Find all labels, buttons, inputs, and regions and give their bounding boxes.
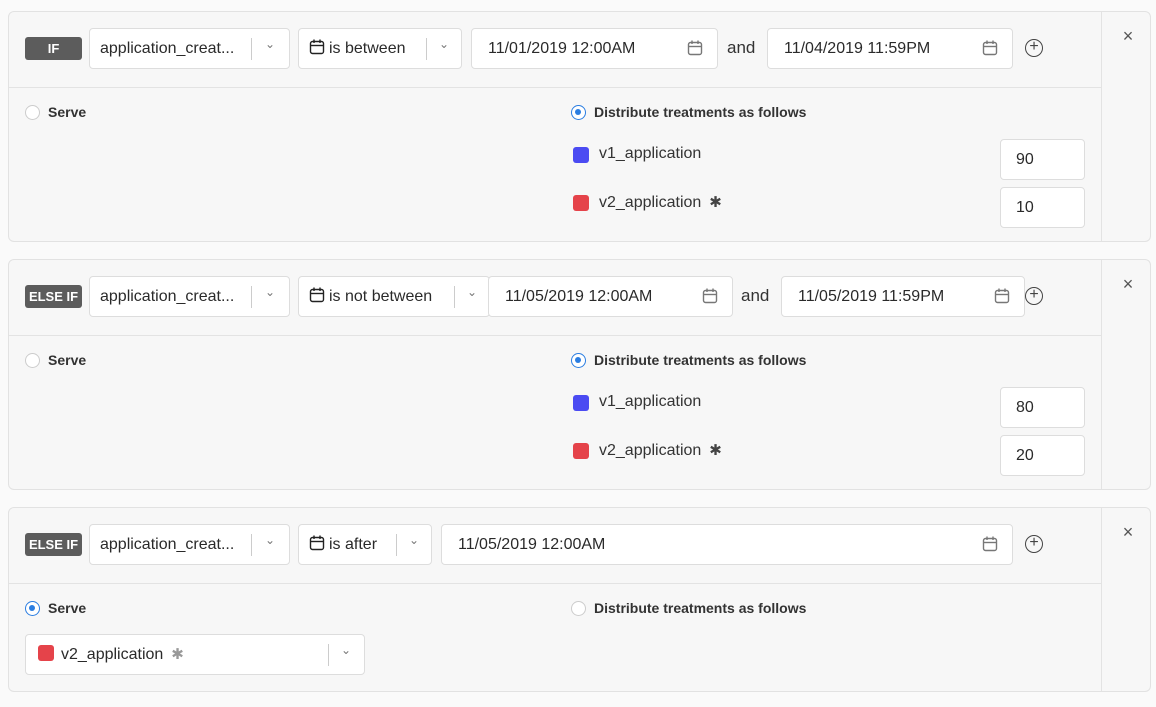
serve-label: Serve xyxy=(48,600,87,616)
serve-radio[interactable] xyxy=(25,601,40,616)
separator xyxy=(454,286,455,308)
distribute-label: Distribute treatments as follows xyxy=(594,600,807,616)
date-input[interactable]: 11/05/2019 12:00AM xyxy=(488,276,733,317)
condition-badge: IF xyxy=(25,37,82,60)
separator xyxy=(251,534,252,556)
treatment-name: v2_application ✱ xyxy=(599,441,722,460)
operator-value: is after xyxy=(329,536,378,553)
operator-value: is not between xyxy=(329,288,433,305)
chevron-down-icon[interactable]: ⌄ xyxy=(408,533,420,547)
separator xyxy=(251,38,252,60)
attribute-value: application_creat... xyxy=(100,536,235,553)
distribute-radio[interactable] xyxy=(571,105,586,120)
operator-select[interactable]: is after ⌄ xyxy=(298,524,432,565)
treatment-color-swatch xyxy=(573,195,589,211)
operator-select[interactable]: is between ⌄ xyxy=(298,28,462,69)
distribute-radio[interactable] xyxy=(571,601,586,616)
percent-input[interactable]: 10 xyxy=(1000,187,1085,228)
calendar-icon xyxy=(309,287,329,305)
separator xyxy=(396,534,397,556)
treatment-name: v1_application xyxy=(599,145,701,163)
operator-select[interactable]: is not between ⌄ xyxy=(298,276,490,317)
rule-header xyxy=(9,260,1102,336)
attribute-value: application_creat... xyxy=(100,40,235,57)
serve-radio[interactable] xyxy=(25,105,40,120)
distribute-radio[interactable] xyxy=(571,353,586,368)
distribute-label: Distribute treatments as follows xyxy=(594,352,807,368)
treatment-name: v2_application ✱ xyxy=(599,193,722,212)
chevron-down-icon[interactable]: ⌄ xyxy=(466,285,478,299)
serve-treatment-select[interactable]: v2_application ✱ ⌄ xyxy=(25,634,365,675)
percent-input[interactable]: 20 xyxy=(1000,435,1085,476)
date-value: 11/01/2019 12:00AM xyxy=(488,40,636,57)
treatment-label: v2_application xyxy=(61,646,164,663)
divider xyxy=(1101,508,1102,691)
plus-circle-icon[interactable]: + xyxy=(1025,39,1043,57)
serve-label: Serve xyxy=(48,104,87,120)
chevron-down-icon[interactable]: ⌄ xyxy=(264,285,276,299)
plus-circle-icon[interactable]: + xyxy=(1025,287,1043,305)
treatment-color-swatch xyxy=(573,147,589,163)
rule-block: × ELSE IF application_creat... ⌄ is not betw… xyxy=(8,259,1151,490)
date-input[interactable]: 11/05/2019 12:00AM xyxy=(441,524,1013,565)
treatment-label: v1_application xyxy=(599,145,702,162)
chevron-down-icon[interactable]: ⌄ xyxy=(438,37,450,51)
date-value: 11/05/2019 12:00AM xyxy=(505,288,653,305)
attribute-select[interactable]: application_creat... ⌄ xyxy=(89,276,290,317)
treatment-label: v1_application xyxy=(599,393,702,410)
serve-label: Serve xyxy=(48,352,87,368)
date-input[interactable]: 11/04/2019 11:59PM xyxy=(767,28,1013,69)
serve-radio[interactable] xyxy=(25,353,40,368)
close-icon[interactable]: × xyxy=(1122,26,1134,46)
attribute-select[interactable]: application_creat... ⌄ xyxy=(89,524,290,565)
close-icon[interactable]: × xyxy=(1122,522,1134,542)
chevron-down-icon[interactable]: ⌄ xyxy=(264,37,276,51)
treatment-color-swatch xyxy=(38,645,54,661)
date-input[interactable]: 11/01/2019 12:00AM xyxy=(471,28,718,69)
calendar-icon xyxy=(309,39,329,57)
plus-circle-icon[interactable]: + xyxy=(1025,535,1043,553)
and-label: and xyxy=(727,38,756,57)
close-icon[interactable]: × xyxy=(1122,274,1134,294)
percent-input[interactable]: 80 xyxy=(1000,387,1085,428)
distribute-label: Distribute treatments as follows xyxy=(594,104,807,120)
attribute-value: application_creat... xyxy=(100,288,235,305)
chevron-down-icon[interactable]: ⌄ xyxy=(264,533,276,547)
rule-block: × IF application_creat... ⌄ is between ⌄ 11/01… xyxy=(8,11,1151,242)
divider xyxy=(1101,12,1102,241)
asterisk-icon: ✱ xyxy=(709,442,722,459)
chevron-down-icon[interactable]: ⌄ xyxy=(340,643,352,657)
condition-badge: ELSE IF xyxy=(25,285,82,308)
operator-value: is between xyxy=(329,40,406,57)
rule-block: × ELSE IF application_creat... ⌄ is after ⌄ 11… xyxy=(8,507,1151,692)
date-value: 11/05/2019 11:59PM xyxy=(798,288,945,305)
rule-header xyxy=(9,12,1102,88)
attribute-select[interactable]: application_creat... ⌄ xyxy=(89,28,290,69)
rule-header xyxy=(9,508,1102,584)
calendar-icon xyxy=(309,535,329,553)
percent-input[interactable]: 90 xyxy=(1000,139,1085,180)
treatment-color-swatch xyxy=(573,395,589,411)
date-value: 11/04/2019 11:59PM xyxy=(784,40,931,57)
date-input[interactable]: 11/05/2019 11:59PM xyxy=(781,276,1025,317)
asterisk-icon: ✱ xyxy=(171,646,184,663)
condition-badge: ELSE IF xyxy=(25,533,82,556)
asterisk-icon: ✱ xyxy=(709,194,722,211)
separator xyxy=(328,644,329,666)
divider xyxy=(1101,260,1102,489)
treatment-label: v2_application xyxy=(599,194,702,211)
separator xyxy=(251,286,252,308)
treatment-name: v1_application xyxy=(599,393,701,411)
treatment-label: v2_application xyxy=(599,442,702,459)
separator xyxy=(426,38,427,60)
treatment-color-swatch xyxy=(573,443,589,459)
date-value: 11/05/2019 12:00AM xyxy=(458,536,606,553)
and-label: and xyxy=(741,286,770,305)
